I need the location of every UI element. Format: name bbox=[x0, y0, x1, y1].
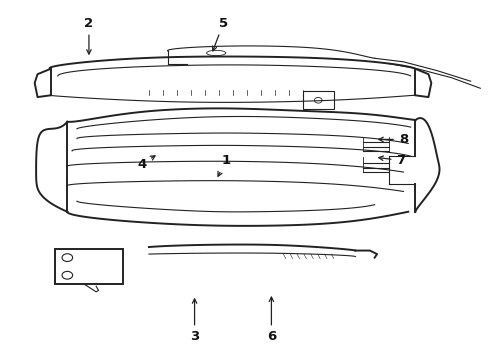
Circle shape bbox=[62, 271, 73, 279]
Text: 2: 2 bbox=[84, 17, 94, 54]
Circle shape bbox=[62, 254, 73, 261]
Text: 3: 3 bbox=[190, 299, 199, 343]
Text: 4: 4 bbox=[137, 156, 155, 171]
Text: 8: 8 bbox=[379, 133, 408, 146]
Bar bbox=[303, 91, 334, 109]
Bar bbox=[55, 249, 123, 284]
Text: 5: 5 bbox=[212, 17, 228, 51]
Ellipse shape bbox=[207, 50, 226, 56]
Text: 6: 6 bbox=[267, 297, 276, 343]
Text: 7: 7 bbox=[379, 154, 406, 167]
Text: 1: 1 bbox=[218, 154, 230, 176]
Circle shape bbox=[315, 98, 322, 103]
